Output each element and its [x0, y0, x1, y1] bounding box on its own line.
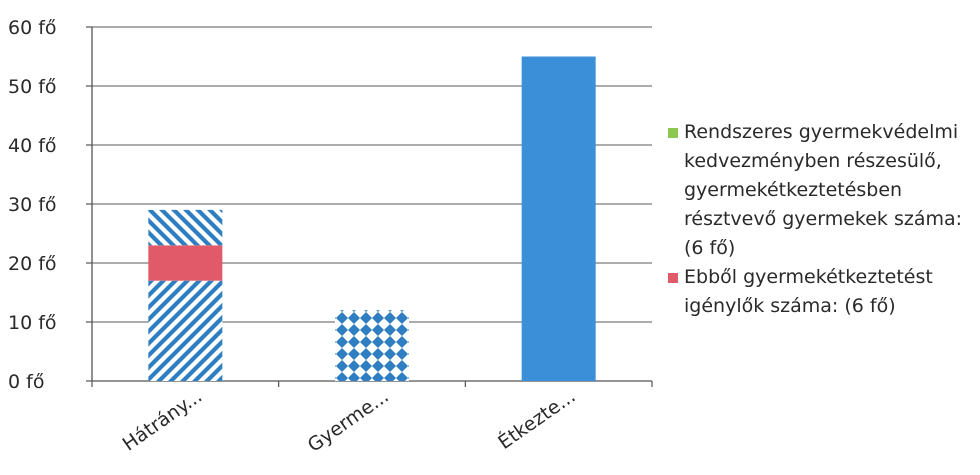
y-axis-tick-labels: 0 fő 10 fő 20 fő 30 fő 40 fő 50 fő 60 fő	[8, 17, 57, 393]
bar-segment	[148, 280, 223, 381]
legend-label: Rendszeres gyermekvédelmi kedvezményben …	[684, 121, 963, 259]
y-tick-label: 40 fő	[8, 135, 57, 157]
y-tick-label: 20 fő	[8, 253, 57, 275]
legend-swatch-green	[668, 128, 678, 138]
legend-swatch-red	[668, 273, 678, 283]
bar-segment	[521, 56, 596, 381]
x-category-label: Étkezte...	[494, 384, 580, 454]
bar-segment	[148, 209, 223, 246]
bars	[148, 56, 596, 381]
bar-segment	[148, 245, 223, 281]
x-axis-category-labels: Hátrány... Gyerme... Étkezte...	[119, 384, 580, 456]
y-tick-label: 10 fő	[8, 312, 57, 334]
legend-item-ebbol: Ebből gyermekétkeztetést igénylők száma:…	[668, 263, 973, 321]
x-category-label: Gyerme...	[304, 385, 393, 457]
y-tick-label: 50 fő	[8, 76, 57, 98]
bar-segment	[335, 310, 409, 381]
legend-label: Ebből gyermekétkeztetést igénylők száma:…	[684, 266, 933, 317]
y-tick-label: 0 fő	[8, 371, 44, 393]
legend-item-rendszeres: Rendszeres gyermekvédelmi kedvezményben …	[668, 118, 973, 263]
legend: Rendszeres gyermekvédelmi kedvezményben …	[668, 118, 973, 321]
x-category-label: Hátrány...	[119, 385, 207, 456]
y-tick-label: 30 fő	[8, 194, 57, 216]
y-tick-label: 60 fő	[8, 17, 57, 39]
